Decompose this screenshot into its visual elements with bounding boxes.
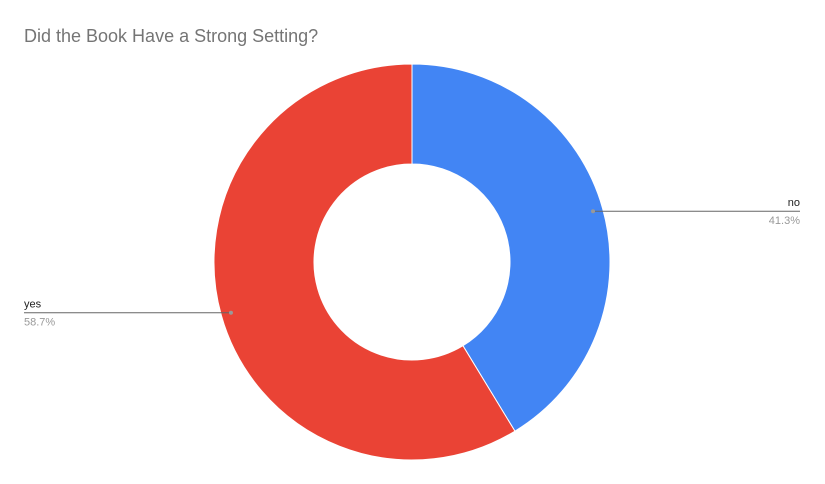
value-label: 58.7%	[24, 317, 55, 329]
legend-label: no	[788, 197, 800, 209]
leader-dot	[228, 310, 233, 315]
leader-dot	[591, 209, 596, 214]
donut-slice	[213, 63, 516, 461]
value-label: 41.3%	[769, 215, 800, 227]
chart-title: Did the Book Have a Strong Setting?	[24, 26, 318, 46]
donut-slice	[411, 63, 611, 432]
legend-label: yes	[24, 299, 42, 311]
